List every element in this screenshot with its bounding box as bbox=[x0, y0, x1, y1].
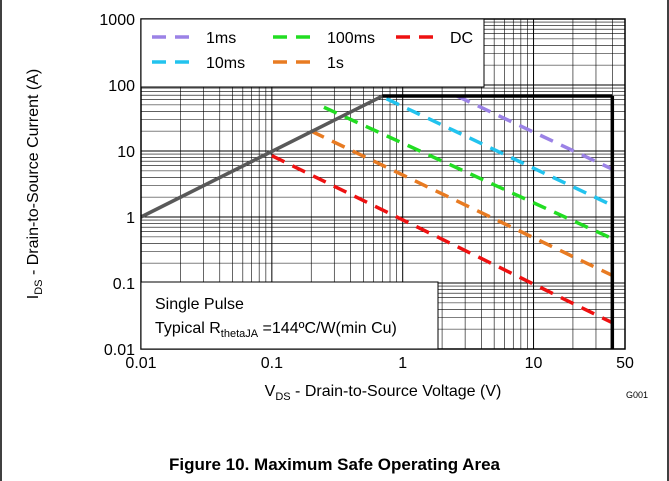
y-tick-label: 10 bbox=[117, 144, 135, 161]
legend-label-1s: 1s bbox=[327, 55, 344, 72]
legend-label-100ms: 100ms bbox=[327, 30, 375, 47]
series-line-10ms bbox=[385, 97, 614, 207]
x-tick-label: 1 bbox=[398, 355, 407, 372]
data-lines bbox=[271, 94, 614, 325]
y-tick-label: 1 bbox=[126, 210, 135, 227]
annotation-line-2: Typical RthetaJA =144ºC/W(min Cu) bbox=[155, 320, 397, 340]
tick-labels: 0.01 0.1 1 10 50 0.01 0.1 1 10 100 1000 bbox=[99, 12, 634, 372]
x-tick-label: 10 bbox=[525, 355, 543, 372]
rdson-limit-line bbox=[140, 94, 384, 219]
y-tick-label: 0.1 bbox=[113, 276, 135, 293]
series-line-DC bbox=[271, 154, 614, 325]
annotation-box: Single Pulse Typical RthetaJA =144ºC/W(m… bbox=[140, 281, 439, 350]
x-tick-label: 0.01 bbox=[125, 355, 156, 372]
figure-id: G001 bbox=[626, 390, 648, 400]
legend-label-10ms: 10ms bbox=[206, 55, 245, 72]
legend: 1ms 100ms DC 10ms 1s bbox=[140, 18, 485, 88]
y-tick-label: 1000 bbox=[99, 12, 135, 29]
y-axis-label: IDS - Drain-to-Source Current (A) bbox=[25, 69, 45, 299]
y-tick-label: 100 bbox=[108, 78, 135, 95]
y-tick-label: 0.01 bbox=[104, 342, 135, 359]
annotation-line-1: Single Pulse bbox=[155, 296, 244, 313]
series-line-1s bbox=[310, 129, 614, 278]
limit-lines bbox=[140, 94, 615, 349]
figure-caption: Figure 10. Maximum Safe Operating Area bbox=[169, 455, 500, 474]
x-axis-label: VDS - Drain-to-Source Voltage (V) bbox=[265, 383, 502, 403]
series-line-1ms bbox=[456, 94, 614, 171]
legend-label-1ms: 1ms bbox=[206, 30, 236, 47]
series-line-100ms bbox=[323, 105, 614, 241]
legend-label-DC: DC bbox=[450, 30, 473, 47]
x-tick-label: 0.1 bbox=[261, 355, 283, 372]
soa-chart: 0.01 0.1 1 10 50 0.01 0.1 1 10 100 1000 1ms 100ms DC… bbox=[25, 12, 648, 403]
x-tick-label: 50 bbox=[616, 355, 634, 372]
